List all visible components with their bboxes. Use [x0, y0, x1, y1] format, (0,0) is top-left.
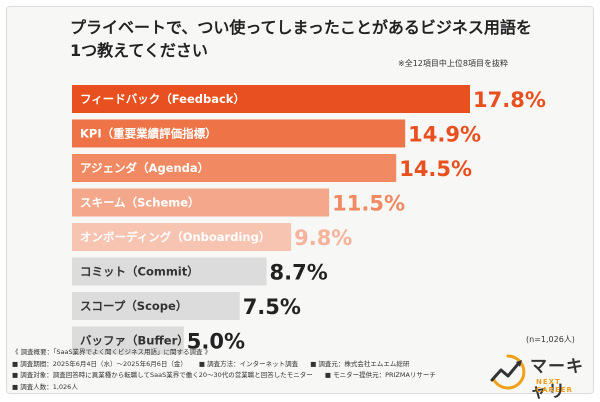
excerpt-note: ※全12項目中上位8項目を抜粋 [398, 59, 508, 68]
category-label-5: コミット（Commit） [80, 265, 199, 279]
title-line-1: プライベートで、つい使ってしまったことがあるビジネス用語を [70, 18, 532, 37]
survey-target: ■ 調査対象：調査回答時に異業種から転職してSaaS業界で働く20〜30代の営業… [12, 371, 313, 379]
survey-provider: ■ モニター提供元：PRIZMAリサーチ [324, 371, 436, 379]
category-label-6: スコープ（Scope） [80, 299, 187, 313]
category-label-2: アジェンダ（Agenda） [80, 161, 209, 175]
survey-footer: 《 調査概要：「SaaS業界でよく聞くビジネス用語」に関する調査 》 ■ 調査期… [12, 347, 492, 393]
survey-method: ■ 調査方法：インターネット調査 [198, 359, 299, 368]
value-label-4: 9.8% [294, 226, 352, 250]
bar-5 [72, 257, 267, 286]
logo-text: マーキャリ [530, 357, 584, 402]
chart-title: プライベートで、つい使ってしまったことがあるビジネス用語を 1つ教えてください [70, 16, 540, 62]
value-label-2: 14.5% [399, 157, 472, 181]
value-label-5: 8.7% [270, 261, 328, 285]
survey-count: ■ 調査人数：1,026人 [12, 382, 78, 391]
value-label-6: 7.5% [243, 295, 301, 319]
survey-name: 《 調査概要：「SaaS業界でよく聞くビジネス用語」に関する調査 》 [12, 348, 212, 356]
category-label-0: フィードバック（Feedback） [80, 92, 245, 106]
bar-7 [72, 326, 184, 355]
sample-size-label: (n=1,026人) [526, 335, 575, 344]
survey-period: ■ 調査期間：2025年6月4日（水）〜2025年6月6日（金） [12, 359, 187, 368]
category-label-1: KPI（重要業績評価指標） [80, 127, 217, 141]
category-label-3: スキーム（Scheme） [80, 196, 200, 210]
bar-2 [72, 154, 397, 182]
bar-1 [72, 119, 406, 148]
bar-6 [72, 292, 240, 320]
logo-subtext: NEXT CAREER [536, 378, 573, 394]
bar-3 [72, 188, 330, 217]
logo-mark-icon [490, 354, 526, 390]
brand-logo: マーキャリ NEXT CAREER [486, 350, 596, 402]
title-line-2: 1つ教えてください [70, 41, 208, 60]
survey-company: ■ 調査元：株式会社エムエム総研 [310, 359, 410, 368]
bar-0 [72, 85, 470, 113]
value-label-1: 14.9% [408, 123, 481, 147]
category-label-4: オンボーディング（Onboarding） [80, 230, 270, 244]
bar-4 [72, 223, 292, 251]
value-label-0: 17.8% [473, 88, 546, 112]
value-label-7: 5.0% [187, 330, 245, 354]
value-label-3: 11.5% [332, 192, 405, 216]
category-label-7: バッファ（Buffer） [80, 334, 189, 348]
